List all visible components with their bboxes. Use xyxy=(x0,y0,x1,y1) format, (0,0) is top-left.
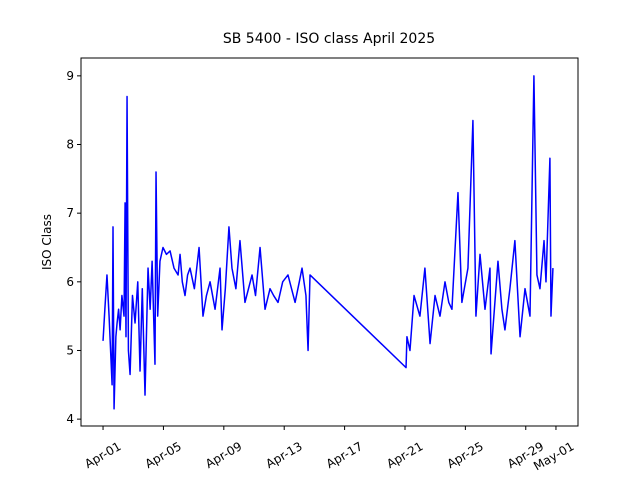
x-tick-label: Apr-05 xyxy=(143,439,184,471)
x-tick-label: Apr-09 xyxy=(203,439,244,471)
x-tick-label: Apr-25 xyxy=(445,439,486,471)
chart-title: SB 5400 - ISO class April 2025 xyxy=(223,31,435,47)
plot-frame xyxy=(80,57,579,427)
x-tick-label: Apr-17 xyxy=(324,439,365,471)
data-line xyxy=(102,75,554,410)
y-tick-label: 5 xyxy=(66,343,74,357)
x-tick-label: Apr-21 xyxy=(384,439,425,471)
y-axis-label: ISO Class xyxy=(40,214,54,270)
y-tick-label: 9 xyxy=(66,69,74,83)
x-tick-label: Apr-13 xyxy=(263,439,304,471)
x-tick-label: Apr-01 xyxy=(82,439,123,471)
y-tick-label: 7 xyxy=(66,206,74,220)
y-tick-label: 4 xyxy=(66,412,74,426)
y-tick-label: 8 xyxy=(66,138,74,152)
y-tick-label: 6 xyxy=(66,275,74,289)
